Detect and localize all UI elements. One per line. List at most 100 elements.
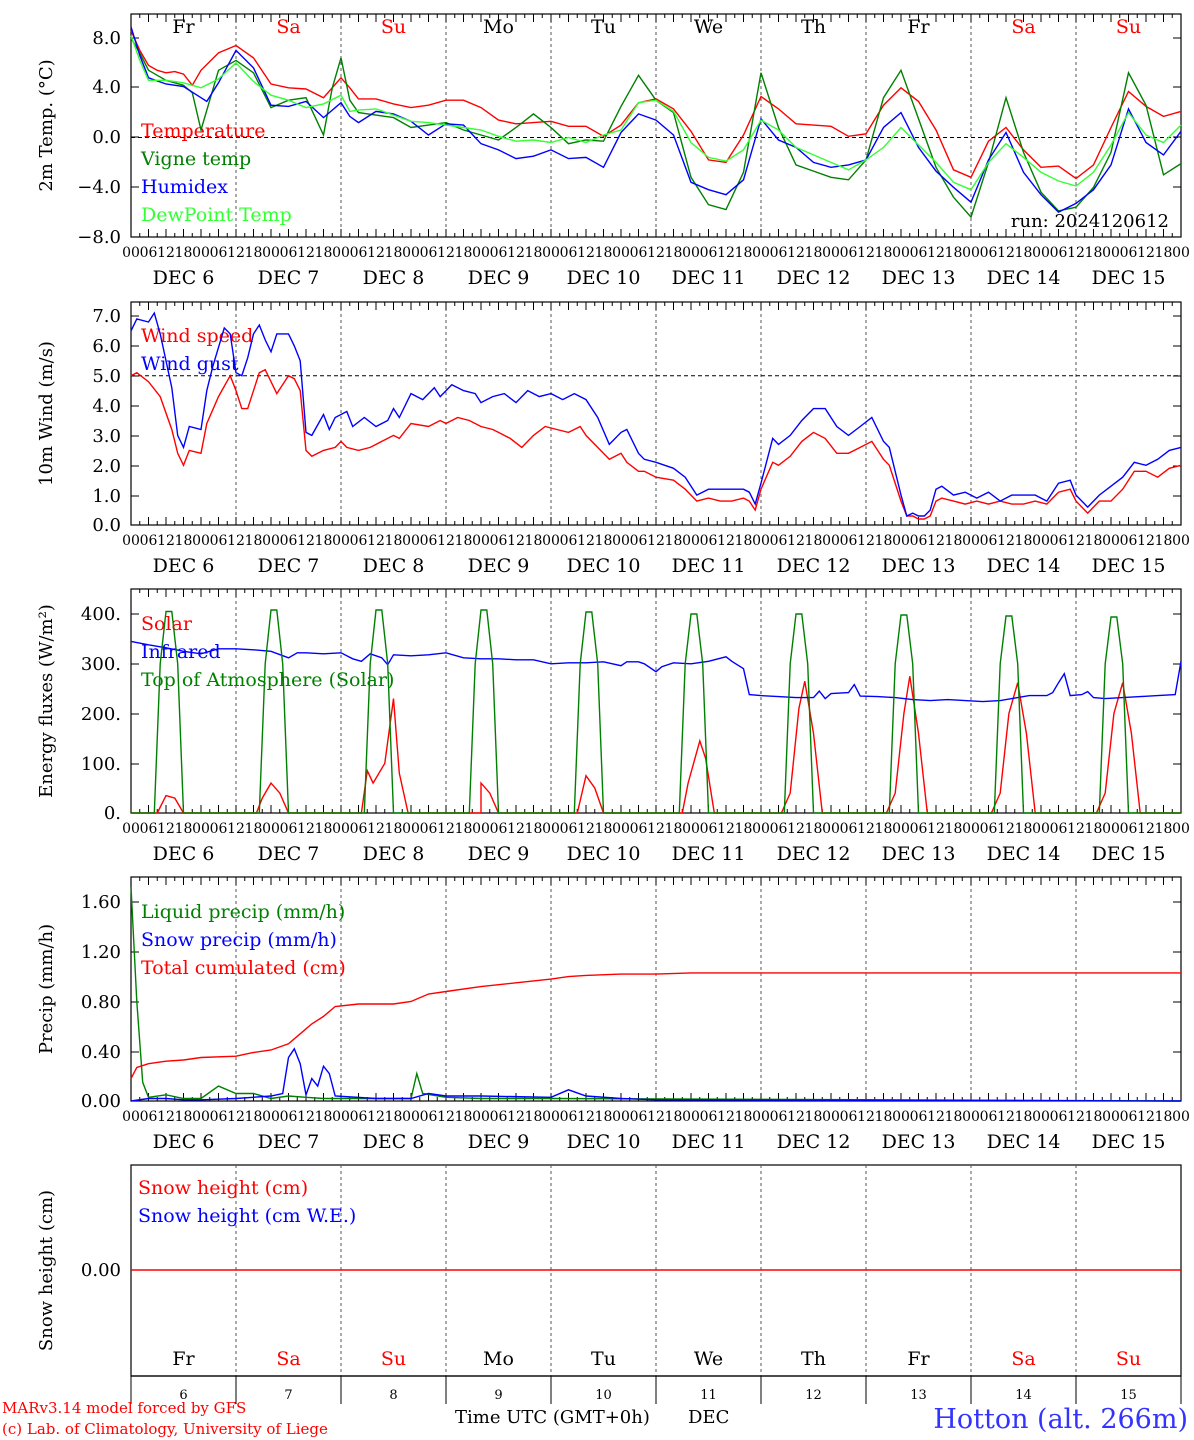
date-label: DEC 13 (882, 843, 956, 865)
hour-label: 12 (507, 1109, 525, 1125)
hour-label: 18 (1155, 821, 1173, 837)
series-line-infrared (130, 640, 1182, 703)
hour-label: 06 (840, 1109, 858, 1125)
y-tick-label: 0.00 (81, 1260, 121, 1281)
hour-label: 00 (892, 533, 910, 549)
hour-label: 18 (875, 533, 893, 549)
hour-label: 12 (647, 1109, 665, 1125)
hour-label: 18 (1155, 533, 1173, 549)
hour-label: 06 (140, 245, 158, 261)
hour-label: 12 (717, 533, 735, 549)
hour-label: 06 (980, 245, 998, 261)
hour-label: 12 (857, 245, 875, 261)
hour-label: 00 (822, 533, 840, 549)
hour-label: 12 (1137, 533, 1155, 549)
day-abbr-label: Mo (483, 1348, 514, 1370)
hour-label: 12 (857, 1109, 875, 1125)
hour-label: 06 (280, 821, 298, 837)
hour-label: 06 (700, 533, 718, 549)
hour-label: 00 (1172, 533, 1190, 549)
hour-label: 06 (630, 245, 648, 261)
hour-label: 00 (402, 533, 420, 549)
day-number-label: 14 (1015, 1388, 1032, 1403)
y-tick-label: 0. (104, 803, 121, 824)
hour-label: 00 (472, 245, 490, 261)
series-line-wind-speed (130, 368, 1182, 520)
hour-label: 00 (682, 245, 700, 261)
y-tick-label: 100. (81, 754, 121, 775)
hour-label: 00 (192, 533, 210, 549)
hour-label: 06 (1120, 821, 1138, 837)
hour-label: 12 (1067, 533, 1085, 549)
day-abbr-label: We (694, 16, 723, 38)
y-axis-label: Snow height (cm) (36, 1190, 57, 1351)
legend-entry: Snow precip (mm/h) (141, 929, 337, 951)
date-label: DEC 10 (567, 1131, 641, 1153)
day-abbr-label: We (694, 1348, 723, 1370)
hour-label: 18 (455, 245, 473, 261)
hour-label: 06 (140, 1109, 158, 1125)
hour-label: 18 (945, 821, 963, 837)
day-number-label: 10 (595, 1388, 612, 1403)
hour-label: 18 (595, 821, 613, 837)
hour-label: 06 (350, 245, 368, 261)
hour-label: 00 (892, 821, 910, 837)
hour-label: 18 (525, 533, 543, 549)
hour-label: 06 (420, 245, 438, 261)
day-number-label: 8 (389, 1388, 397, 1403)
hour-label: 06 (1120, 533, 1138, 549)
hour-label: 12 (577, 245, 595, 261)
hour-label: 12 (227, 1109, 245, 1125)
hour-label: 06 (210, 821, 228, 837)
hour-label: 00 (1102, 821, 1120, 837)
x-axis-label: Time UTC (GMT+0h) (455, 1407, 650, 1428)
model-credit: MARv3.14 model forced by GFS (2, 1399, 246, 1417)
hour-label: 06 (630, 1109, 648, 1125)
run-label: run: 2024120612 (1011, 211, 1169, 232)
hour-label: 18 (665, 245, 683, 261)
panel-4: 1.60 1.20 0.80 0.40 0.00 Precip (mm/h) Liquid … (36, 876, 1190, 1153)
hour-label: 12 (1067, 1109, 1085, 1125)
hour-label: 00 (332, 1109, 350, 1125)
legend-entry: Temperature (141, 120, 265, 142)
day-abbr-label: Fr (172, 1348, 195, 1370)
hour-label: 00 (1172, 245, 1190, 261)
y-tick-label: 400. (81, 604, 121, 625)
hour-label: 06 (770, 1109, 788, 1125)
hour-label: 12 (157, 245, 175, 261)
hour-label: 00 (682, 1109, 700, 1125)
hour-label: 12 (367, 1109, 385, 1125)
hour-label: 12 (577, 533, 595, 549)
legend-entry: DewPoint Temp (141, 204, 292, 226)
hour-label: 18 (805, 1109, 823, 1125)
hour-label: 18 (1085, 533, 1103, 549)
hour-label: 18 (245, 821, 263, 837)
date-label: DEC 13 (882, 267, 956, 289)
hour-label: 00 (262, 1109, 280, 1125)
day-abbr-label: Su (1116, 16, 1141, 38)
hour-label: 12 (717, 821, 735, 837)
hour-label: 18 (595, 1109, 613, 1125)
hour-label: 06 (210, 1109, 228, 1125)
hour-label: 18 (1085, 245, 1103, 261)
series-line-total-cumulated-cm- (130, 972, 1181, 1079)
hour-label: 06 (700, 1109, 718, 1125)
x-axis-month: DEC (688, 1407, 729, 1428)
series-line-dewpoint-temp (130, 35, 1182, 191)
hour-label: 18 (945, 245, 963, 261)
date-label: DEC 14 (987, 1131, 1061, 1153)
y-axis-label: 10m Wind (m/s) (36, 341, 57, 486)
hour-label: 12 (787, 821, 805, 837)
hour-label: 12 (437, 821, 455, 837)
hour-label: 12 (157, 533, 175, 549)
hour-label: 06 (910, 1109, 928, 1125)
footer: MARv3.14 model forced by GFS (c) Lab. of… (2, 1399, 1188, 1438)
hour-label: 06 (980, 821, 998, 837)
y-tick-label: 0.0 (92, 515, 121, 536)
legend-entry: Snow height (cm W.E.) (138, 1205, 356, 1227)
hour-label: 12 (717, 1109, 735, 1125)
hour-label: 12 (157, 1109, 175, 1125)
date-label: DEC 7 (258, 843, 320, 865)
hour-label: 00 (1172, 821, 1190, 837)
hour-label: 00 (822, 821, 840, 837)
